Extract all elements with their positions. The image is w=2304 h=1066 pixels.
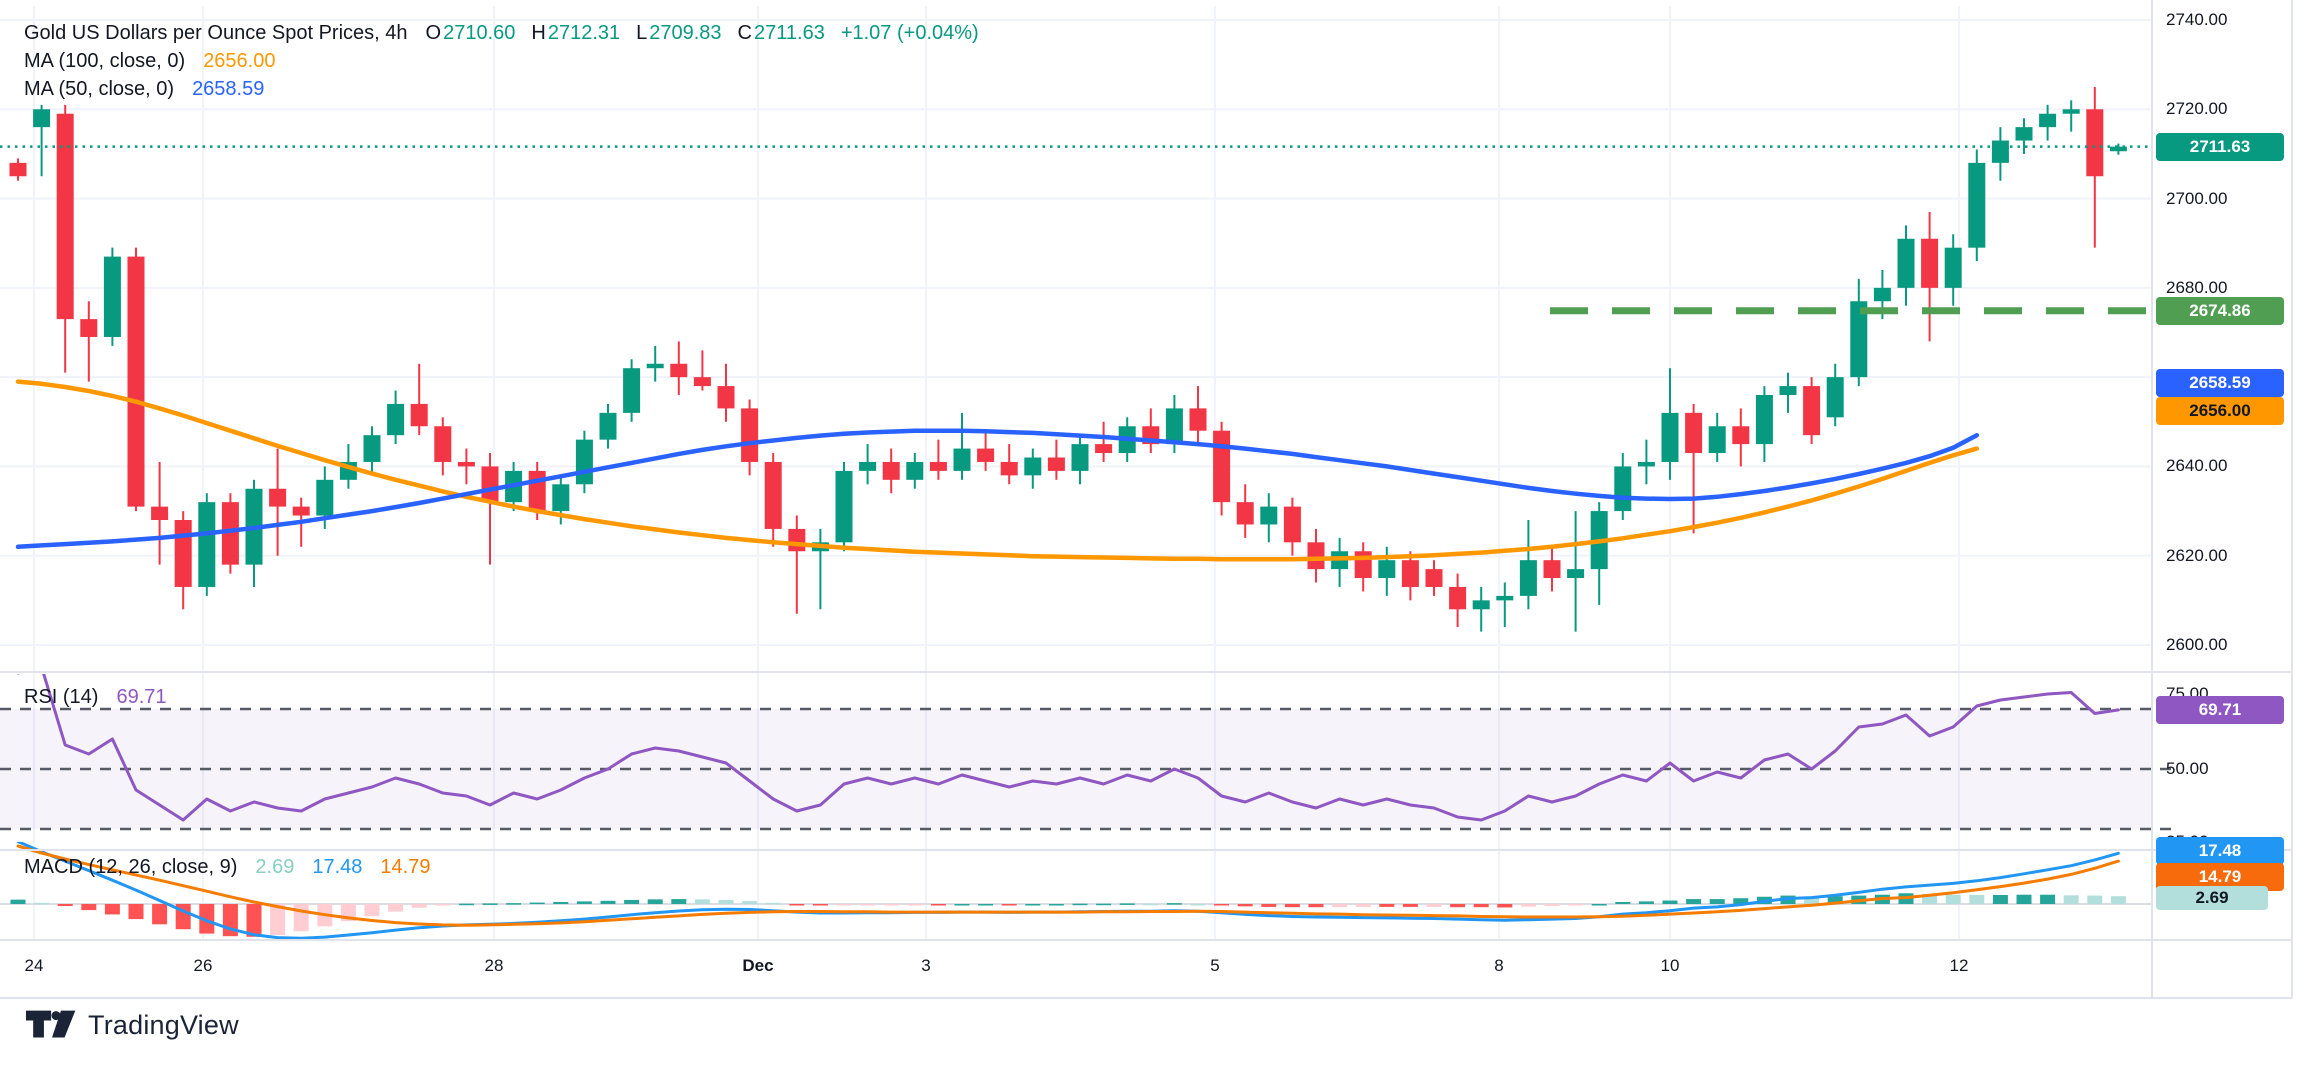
time-axis-label: 12 xyxy=(1949,956,1969,975)
tradingview-attribution[interactable]: TradingView xyxy=(26,1008,239,1042)
ma50-legend[interactable]: MA (50, close, 0) 2658.59 xyxy=(24,78,264,101)
time-axis-label: 26 xyxy=(193,956,213,975)
open-value: 2710.60 xyxy=(443,22,516,44)
time-axis-label: 28 xyxy=(484,956,504,975)
ma100-value: 2656.00 xyxy=(203,50,276,72)
macd-hist-value: 2.69 xyxy=(255,856,295,878)
ma100-legend[interactable]: MA (100, close, 0) 2656.00 xyxy=(24,50,275,73)
close-label: C xyxy=(737,22,752,44)
price-axis-label: 2680.00 xyxy=(2166,277,2228,297)
price-axis-label: 2700.00 xyxy=(2166,188,2228,208)
time-axis-label: Dec xyxy=(742,956,774,975)
ma100-badge: 2656.00 xyxy=(2156,397,2284,426)
close-value: 2711.63 xyxy=(754,22,825,44)
time-axis-label: 24 xyxy=(24,956,44,975)
time-axis-label: 5 xyxy=(1210,956,1220,975)
symbol-legend[interactable]: Gold US Dollars per Ounce Spot Prices, 4… xyxy=(24,22,979,45)
ma100-label: MA (100, close, 0) xyxy=(24,50,186,72)
ma50-value: 2658.59 xyxy=(192,78,265,100)
price-axis-label: 2740.00 xyxy=(2166,10,2228,29)
rsi-value: 69.71 xyxy=(116,686,167,708)
macd-signal-value: 14.79 xyxy=(380,856,431,878)
macd-hist-badge: 2.69 xyxy=(2156,886,2268,911)
tradingview-logo-text: TradingView xyxy=(88,1009,239,1040)
macd-line-value: 17.48 xyxy=(312,856,363,878)
price-axis-label: 2600.00 xyxy=(2166,635,2228,654)
price-axis-label: 2620.00 xyxy=(2166,545,2228,565)
low-label: L xyxy=(636,22,648,44)
high-label: H xyxy=(531,22,546,44)
rsi-badge: 69.71 xyxy=(2156,695,2284,724)
macd-legend[interactable]: MACD (12, 26, close, 9) 2.69 17.48 14.79 xyxy=(24,856,430,879)
high-value: 2712.31 xyxy=(547,22,621,44)
tradingview-logo-icon xyxy=(26,1010,76,1038)
ma50-label: MA (50, close, 0) xyxy=(24,78,175,100)
ma50-badge: 2658.59 xyxy=(2156,369,2284,398)
time-axis-label: 3 xyxy=(921,956,931,975)
support-level-badge: 2674.86 xyxy=(2156,296,2284,325)
price-axis-label: 2720.00 xyxy=(2166,99,2228,119)
price-axis-label: 2640.00 xyxy=(2166,456,2228,476)
time-axis-label: 8 xyxy=(1494,956,1504,975)
low-value: 2709.83 xyxy=(649,22,722,44)
macd-badge: 17.48 xyxy=(2156,837,2284,866)
rsi-label: RSI (14) xyxy=(24,686,99,708)
rsi-axis-label: 50.00 xyxy=(2166,759,2209,778)
ohlc-values: O 2710.60 H 2712.31 L 2709.83 C 2711.63 +1.0… xyxy=(426,22,979,45)
symbol-title: Gold US Dollars per Ounce Spot Prices, 4… xyxy=(24,22,408,44)
time-axis-label: 10 xyxy=(1660,956,1680,975)
rsi-legend[interactable]: RSI (14) 69.71 xyxy=(24,686,167,709)
open-label: O xyxy=(425,22,442,44)
change-value: +1.07 (+0.04%) xyxy=(840,22,979,44)
macd-label: MACD (12, 26, close, 9) xyxy=(24,856,238,878)
last-price-badge: 2711.63 xyxy=(2156,132,2284,161)
